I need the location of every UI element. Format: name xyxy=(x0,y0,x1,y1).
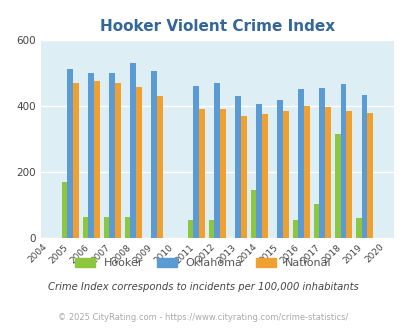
Bar xyxy=(208,220,214,238)
Bar xyxy=(235,96,241,238)
Bar xyxy=(319,88,324,238)
Bar xyxy=(115,83,120,238)
Bar xyxy=(62,182,67,238)
Bar xyxy=(298,89,303,238)
Bar xyxy=(136,87,141,238)
Bar xyxy=(262,114,267,238)
Bar xyxy=(313,204,319,238)
Text: © 2025 CityRating.com - https://www.cityrating.com/crime-statistics/: © 2025 CityRating.com - https://www.city… xyxy=(58,313,347,322)
Text: Crime Index corresponds to incidents per 100,000 inhabitants: Crime Index corresponds to incidents per… xyxy=(47,282,358,292)
Bar xyxy=(345,111,351,238)
Bar xyxy=(151,71,157,238)
Bar xyxy=(292,220,298,238)
Bar xyxy=(82,217,88,238)
Bar xyxy=(256,104,262,238)
Bar xyxy=(193,86,198,238)
Legend: Hooker, Oklahoma, National: Hooker, Oklahoma, National xyxy=(70,253,335,272)
Bar xyxy=(303,106,309,238)
Bar xyxy=(361,95,366,238)
Bar xyxy=(324,107,330,238)
Bar xyxy=(340,84,345,238)
Bar xyxy=(94,81,99,238)
Bar xyxy=(282,111,288,238)
Bar xyxy=(334,134,340,238)
Bar xyxy=(250,190,256,238)
Bar xyxy=(355,218,361,238)
Bar xyxy=(72,83,78,238)
Bar xyxy=(88,73,94,238)
Bar xyxy=(241,116,246,238)
Bar xyxy=(130,63,136,238)
Bar xyxy=(220,109,225,238)
Bar xyxy=(366,113,372,238)
Bar xyxy=(157,96,162,238)
Bar xyxy=(214,82,220,238)
Bar xyxy=(109,73,115,238)
Bar xyxy=(277,100,282,238)
Bar xyxy=(198,109,204,238)
Bar xyxy=(124,217,130,238)
Bar xyxy=(67,69,72,238)
Title: Hooker Violent Crime Index: Hooker Violent Crime Index xyxy=(99,19,334,34)
Bar xyxy=(187,220,193,238)
Bar xyxy=(103,217,109,238)
